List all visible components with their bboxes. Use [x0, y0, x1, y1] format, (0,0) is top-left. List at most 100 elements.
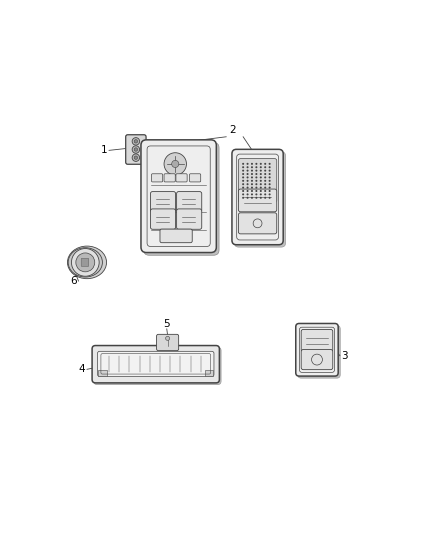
Circle shape — [268, 197, 271, 199]
Text: 5: 5 — [163, 319, 170, 328]
Circle shape — [247, 197, 249, 199]
Circle shape — [242, 180, 244, 182]
Circle shape — [251, 180, 253, 182]
FancyBboxPatch shape — [232, 149, 283, 245]
Circle shape — [255, 180, 258, 182]
Text: 2: 2 — [230, 125, 236, 135]
Circle shape — [251, 197, 253, 199]
Circle shape — [260, 180, 262, 182]
Circle shape — [242, 190, 244, 192]
FancyBboxPatch shape — [141, 140, 216, 253]
Circle shape — [134, 140, 138, 143]
Circle shape — [268, 193, 271, 196]
Circle shape — [247, 187, 249, 189]
Circle shape — [264, 173, 266, 175]
Circle shape — [242, 166, 244, 168]
Circle shape — [264, 166, 266, 168]
Text: 3: 3 — [342, 351, 348, 361]
FancyBboxPatch shape — [177, 191, 202, 212]
Circle shape — [268, 163, 271, 165]
FancyBboxPatch shape — [176, 174, 187, 182]
Circle shape — [132, 138, 140, 145]
Circle shape — [247, 180, 249, 182]
Circle shape — [251, 163, 253, 165]
FancyBboxPatch shape — [238, 213, 277, 234]
Circle shape — [172, 160, 179, 167]
Circle shape — [134, 156, 138, 159]
FancyBboxPatch shape — [151, 209, 176, 229]
Circle shape — [260, 190, 262, 192]
Circle shape — [247, 173, 249, 175]
FancyBboxPatch shape — [92, 345, 219, 383]
Circle shape — [264, 187, 266, 189]
FancyBboxPatch shape — [152, 174, 162, 182]
Circle shape — [255, 166, 258, 168]
Circle shape — [260, 173, 262, 175]
Circle shape — [268, 173, 271, 175]
Circle shape — [255, 163, 258, 165]
Circle shape — [71, 248, 99, 276]
Circle shape — [242, 187, 244, 189]
Circle shape — [242, 176, 244, 179]
Circle shape — [247, 193, 249, 196]
Circle shape — [242, 173, 244, 175]
Circle shape — [264, 163, 266, 165]
Circle shape — [251, 190, 253, 192]
Circle shape — [242, 193, 244, 196]
Circle shape — [268, 176, 271, 179]
Circle shape — [242, 163, 244, 165]
Circle shape — [255, 187, 258, 189]
Circle shape — [255, 173, 258, 175]
Circle shape — [264, 169, 266, 172]
Circle shape — [260, 197, 262, 199]
Circle shape — [268, 190, 271, 192]
Circle shape — [251, 193, 253, 196]
Circle shape — [260, 193, 262, 196]
Circle shape — [264, 176, 266, 179]
Circle shape — [76, 253, 95, 272]
Circle shape — [268, 183, 271, 185]
FancyBboxPatch shape — [190, 174, 201, 182]
Circle shape — [251, 169, 253, 172]
Circle shape — [247, 163, 249, 165]
Circle shape — [242, 197, 244, 199]
Circle shape — [268, 166, 271, 168]
FancyBboxPatch shape — [94, 347, 221, 385]
FancyBboxPatch shape — [301, 329, 333, 352]
Bar — [98, 370, 107, 376]
Circle shape — [268, 169, 271, 172]
Circle shape — [255, 169, 258, 172]
Circle shape — [260, 176, 262, 179]
Circle shape — [268, 187, 271, 189]
Circle shape — [260, 166, 262, 168]
Circle shape — [251, 187, 253, 189]
Circle shape — [264, 193, 266, 196]
FancyBboxPatch shape — [164, 174, 175, 182]
FancyBboxPatch shape — [156, 334, 179, 351]
Circle shape — [164, 153, 187, 175]
Circle shape — [251, 183, 253, 185]
FancyBboxPatch shape — [98, 351, 214, 376]
Circle shape — [255, 176, 258, 179]
Circle shape — [255, 197, 258, 199]
Circle shape — [247, 169, 249, 172]
Text: 4: 4 — [79, 364, 85, 374]
Circle shape — [264, 183, 266, 185]
Circle shape — [247, 183, 249, 185]
Circle shape — [264, 197, 266, 199]
Circle shape — [251, 173, 253, 175]
Circle shape — [242, 183, 244, 185]
Circle shape — [251, 176, 253, 179]
Circle shape — [260, 163, 262, 165]
FancyBboxPatch shape — [81, 259, 88, 266]
FancyBboxPatch shape — [160, 229, 192, 243]
FancyBboxPatch shape — [298, 326, 340, 378]
Circle shape — [134, 148, 138, 151]
FancyBboxPatch shape — [177, 209, 202, 229]
Circle shape — [132, 154, 140, 161]
FancyBboxPatch shape — [238, 189, 277, 212]
Ellipse shape — [67, 246, 106, 279]
Circle shape — [251, 166, 253, 168]
Circle shape — [247, 176, 249, 179]
Circle shape — [268, 180, 271, 182]
